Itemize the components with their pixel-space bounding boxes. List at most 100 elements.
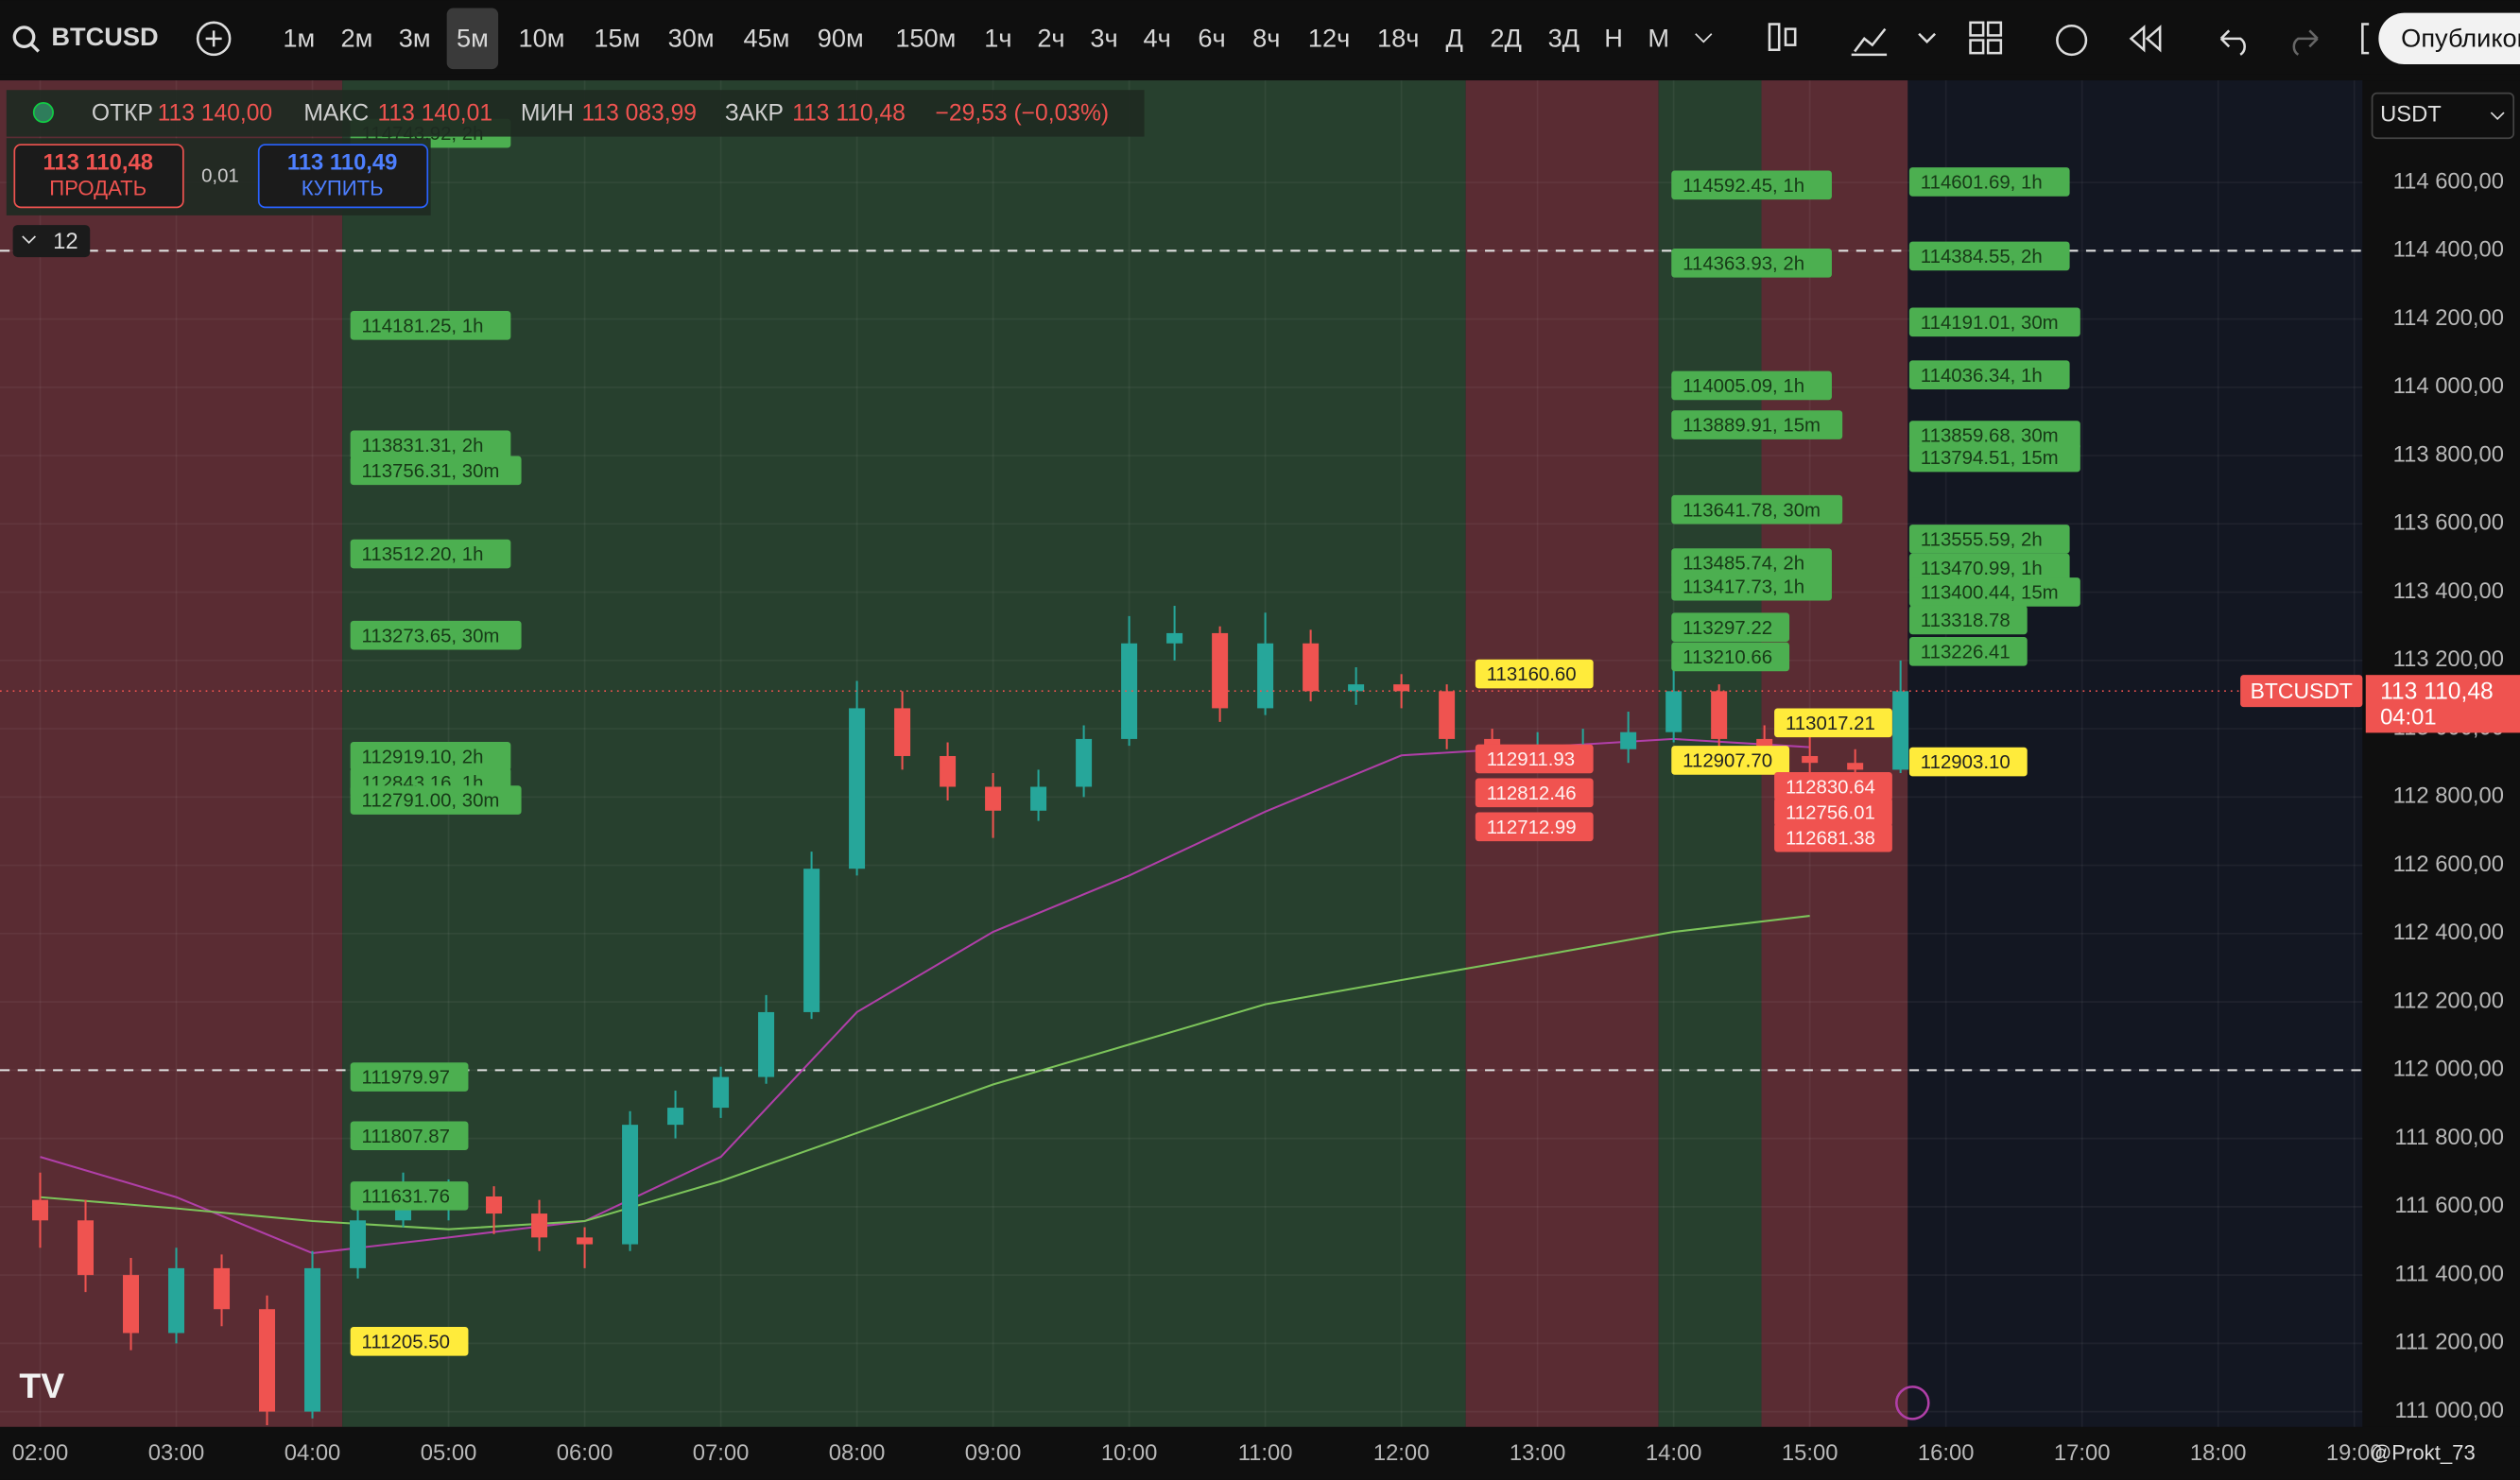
- level-label: 112791.00, 30m: [362, 791, 500, 812]
- tool-icons: [1768, 21, 2370, 57]
- interval[interactable]: 3Д: [1548, 24, 1580, 53]
- interval[interactable]: 4ч: [1144, 24, 1171, 53]
- interval[interactable]: 10м: [519, 24, 565, 53]
- candle-body: [1802, 755, 1819, 764]
- level-label-bg: [1475, 812, 1594, 842]
- interval[interactable]: 2Д: [1490, 24, 1522, 53]
- candle-body: [1666, 691, 1683, 732]
- candle-body: [1166, 632, 1183, 644]
- dropdown[interactable]: [1918, 32, 1937, 44]
- buy-button[interactable]: [257, 144, 429, 209]
- level-label-bg: [350, 1327, 469, 1356]
- candle-body: [577, 1237, 594, 1245]
- search-icon[interactable]: [12, 26, 36, 49]
- symbol[interactable]: BTCUSD: [51, 22, 158, 51]
- layout-icon[interactable]: [1969, 21, 1985, 37]
- interval[interactable]: 3ч: [1090, 24, 1117, 53]
- candle-body: [1892, 691, 1909, 770]
- level-label-bg: [1774, 771, 1892, 801]
- candle-body: [1030, 786, 1047, 811]
- level-label-bg: [350, 1062, 469, 1092]
- level-label-bg: [1774, 797, 1892, 827]
- dropdown[interactable]: [1695, 33, 1713, 43]
- level-label-bg: [1908, 553, 2070, 583]
- level-label-bg: [350, 620, 522, 650]
- legend-label: МАКС: [303, 100, 369, 126]
- candle-body: [713, 1076, 730, 1109]
- interval[interactable]: 12ч: [1308, 24, 1350, 53]
- y-tick-label: 112 400,00: [2393, 920, 2504, 945]
- flash-icon[interactable]: [1895, 1385, 1930, 1420]
- interval[interactable]: 3м: [399, 24, 431, 53]
- x-tick-label: 15:00: [1782, 1440, 1838, 1466]
- interval[interactable]: 1м: [283, 24, 315, 53]
- indicators-toggle[interactable]: [12, 225, 91, 258]
- level-label: 114036.34, 1h: [1921, 366, 2043, 387]
- candle-body: [1847, 763, 1864, 770]
- candle-body: [1393, 684, 1410, 692]
- interval[interactable]: Д: [1446, 24, 1463, 53]
- currency-select[interactable]: [2371, 92, 2515, 140]
- y-tick-label: 112 200,00: [2393, 988, 2504, 1013]
- level-label-bg: [1671, 170, 1832, 200]
- interval[interactable]: 2м: [341, 24, 373, 53]
- interval[interactable]: 90м: [818, 24, 864, 53]
- level-label: 112812.46: [1487, 783, 1577, 804]
- level-label: 114384.55, 2h: [1921, 247, 2043, 267]
- alert-icon[interactable]: [2056, 24, 2088, 57]
- sell-price: 113 110,48: [43, 150, 152, 176]
- y-tick-label: 112 600,00: [2393, 852, 2504, 877]
- interval[interactable]: 150м: [895, 24, 956, 53]
- level-label-bg: [1671, 746, 1790, 775]
- candle-body: [259, 1309, 276, 1412]
- level-label-bg: [1671, 410, 1843, 439]
- x-tick-label: 19:00: [2326, 1440, 2383, 1466]
- active-interval-bg: [446, 8, 499, 70]
- x-tick-label: 09:00: [965, 1440, 1022, 1466]
- y-tick-label: 114 400,00: [2393, 237, 2504, 263]
- y-tick-label: 112 800,00: [2393, 783, 2504, 809]
- level-label-bg: [1774, 708, 1892, 738]
- level-label: 114191.01, 30m: [1921, 313, 2059, 334]
- symbol-tag-bg: [2240, 675, 2363, 708]
- level-label-bg: [1671, 612, 1790, 643]
- y-tick-label: 111 400,00: [2394, 1261, 2504, 1286]
- publish-button[interactable]: [2378, 12, 2520, 65]
- interval[interactable]: 45м: [744, 24, 790, 53]
- interval[interactable]: 8ч: [1252, 24, 1280, 53]
- replay-icon[interactable]: [2129, 25, 2162, 53]
- interval[interactable]: 30м: [668, 24, 715, 53]
- interval[interactable]: 15м: [594, 24, 640, 53]
- level-label-bg: [1475, 744, 1594, 774]
- layout-icon: [1986, 39, 2003, 55]
- spread: 0,01: [201, 165, 239, 186]
- interval[interactable]: 2ч: [1037, 24, 1064, 53]
- x-tick-label: 12:00: [1373, 1440, 1430, 1466]
- interval[interactable]: 1ч: [984, 24, 1011, 53]
- add-symbol[interactable]: [196, 21, 232, 57]
- add-symbol-icon: [205, 30, 222, 47]
- level-label-bg: [1671, 370, 1832, 401]
- level-label: 114601.69, 1h: [1921, 173, 2043, 194]
- moving-average: [40, 915, 1810, 1230]
- candle-body: [78, 1220, 95, 1276]
- indicators-icon[interactable]: [1851, 27, 1888, 57]
- interval[interactable]: 18ч: [1377, 24, 1419, 53]
- interval[interactable]: Н: [1604, 24, 1623, 53]
- level-label: 113756.31, 30m: [362, 461, 500, 482]
- level-label-bg: [1671, 249, 1832, 278]
- y-tick-label: 114 600,00: [2393, 168, 2504, 194]
- level-label: 111979.97: [362, 1068, 450, 1089]
- candle-icon[interactable]: [1768, 23, 1781, 52]
- buy-label: КУПИТЬ: [302, 177, 384, 200]
- interval[interactable]: 6ч: [1198, 24, 1225, 53]
- y-tick-label: 113 400,00: [2393, 578, 2504, 604]
- candle-body: [1212, 632, 1229, 709]
- bracket: [2361, 23, 2370, 55]
- level-label-bg: [1908, 241, 2070, 271]
- undo-icon[interactable]: [2219, 29, 2246, 56]
- sell-button[interactable]: [13, 144, 184, 209]
- interval[interactable]: М: [1648, 24, 1669, 53]
- interval[interactable]: 5м: [457, 24, 489, 53]
